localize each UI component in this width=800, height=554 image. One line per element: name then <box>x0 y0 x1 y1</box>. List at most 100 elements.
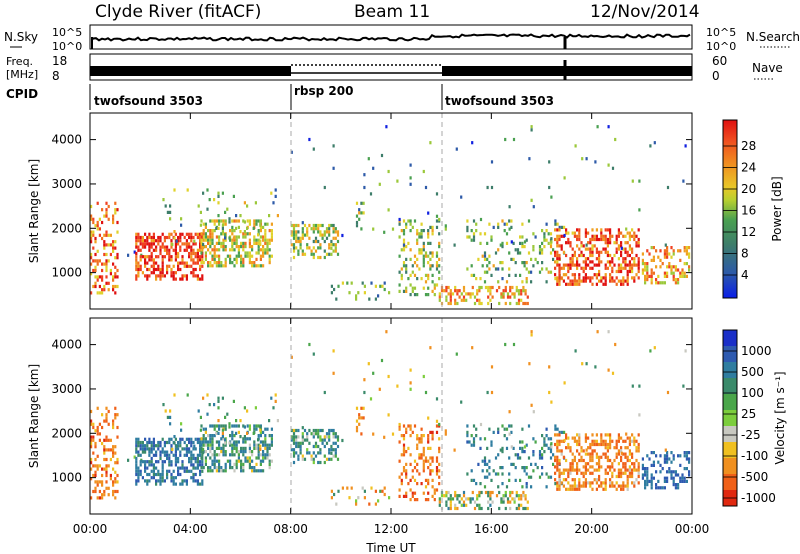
power-echo-cell <box>541 248 544 252</box>
power-echo-cell <box>405 286 408 290</box>
power-echo-cell <box>301 221 304 225</box>
velocity-echo-cell <box>573 478 576 482</box>
velocity-echo-cell <box>105 416 108 420</box>
power-echo-cell <box>270 191 273 195</box>
power-echo-cell <box>499 243 502 247</box>
velocity-echo-cell <box>152 437 155 441</box>
power-echo-cell <box>503 229 506 233</box>
power-echo-cell <box>259 239 262 243</box>
power-echo-cell <box>116 220 119 225</box>
power-echo-cell <box>526 295 529 299</box>
velocity-echo-cell <box>409 434 412 438</box>
power-echo-cell <box>591 266 594 270</box>
power-echo-cell <box>179 267 182 272</box>
velocity-echo-cell <box>486 462 489 466</box>
power-echo-cell <box>213 251 216 255</box>
power-echo-cell <box>609 237 612 242</box>
velocity-echo-cell <box>163 453 166 457</box>
power-echo-cell <box>201 264 204 268</box>
power-echo-cell <box>388 291 391 295</box>
velocity-echo-cell <box>148 447 151 451</box>
velocity-echo-cell <box>155 482 158 486</box>
velocity-echo-cell <box>235 443 238 447</box>
velocity-echo-cell <box>228 425 231 429</box>
velocity-echo-cell <box>685 454 688 458</box>
velocity-echo-cell <box>413 478 417 482</box>
velocity-echo-cell <box>112 448 115 452</box>
velocity-echo-cell <box>633 439 636 443</box>
velocity-echo-cell <box>453 448 456 452</box>
velocity-echo-cell <box>137 450 140 454</box>
power-echo-cell <box>462 298 466 302</box>
power-echo-cell <box>202 191 205 195</box>
power-echo-cell <box>521 261 524 265</box>
power-echo-cell <box>626 276 629 280</box>
power-echo-cell <box>508 205 511 209</box>
velocity-echo-cell <box>416 443 419 447</box>
power-echo-cell <box>422 286 425 290</box>
power-echo-cell <box>617 269 620 274</box>
velocity-echo-cell <box>90 438 93 442</box>
velocity-echo-cell <box>418 472 421 476</box>
power-echo-cell <box>666 274 669 278</box>
power-echo-cell <box>209 245 212 249</box>
velocity-echo-cell <box>114 445 117 449</box>
velocity-echo-cell <box>211 443 214 447</box>
velocity-echo-cell <box>602 439 605 443</box>
velocity-echo-cell <box>554 433 557 437</box>
velocity-echo-cell <box>637 433 640 437</box>
power-echo-cell <box>199 255 202 259</box>
y-tick-label: 4000 <box>51 133 82 147</box>
power-echo-cell <box>101 288 104 292</box>
velocity-echo-cell <box>458 500 461 504</box>
velocity-echo-cell <box>161 476 164 480</box>
power-echo-cell <box>116 275 119 279</box>
power-echo-cell <box>431 289 434 293</box>
power-echo-cell <box>420 232 423 236</box>
velocity-echo-cell <box>170 479 173 483</box>
power-echo-cell <box>670 271 673 275</box>
velocity-echo-cell <box>224 450 227 454</box>
power-echo-cell <box>541 229 544 233</box>
velocity-echo-cell <box>206 393 209 397</box>
velocity-echo-cell <box>246 456 249 460</box>
power-echo-cell <box>508 219 511 223</box>
power-echo-cell <box>148 258 151 262</box>
velocity-echo-cell <box>454 494 457 498</box>
velocity-echo-cell <box>135 437 138 441</box>
velocity-echo-cell <box>297 457 300 461</box>
velocity-echo-cell <box>166 456 169 461</box>
velocity-echo-cell <box>235 419 238 423</box>
power-echo-cell <box>231 248 234 252</box>
power-echo-cell <box>166 264 169 268</box>
velocity-echo-cell <box>637 462 640 466</box>
velocity-echo-cell <box>429 346 432 350</box>
velocity-echo-cell <box>558 478 561 482</box>
power-colorbar-tick-label: 24 <box>741 161 756 175</box>
power-echo-cell <box>501 219 504 223</box>
velocity-echo-cell <box>196 437 199 441</box>
power-echo-cell <box>299 239 302 244</box>
velocity-echo-cell <box>374 489 377 493</box>
velocity-echo-cell <box>355 419 359 423</box>
velocity-echo-cell <box>602 442 605 447</box>
velocity-echo-cell <box>150 440 153 445</box>
velocity-echo-cell <box>159 456 162 461</box>
power-echo-cell <box>405 264 408 268</box>
velocity-echo-cell <box>445 494 448 498</box>
velocity-echo-cell <box>98 438 101 442</box>
velocity-echo-cell <box>235 431 238 435</box>
velocity-echo-cell <box>181 460 184 464</box>
power-echo-cell <box>303 223 307 228</box>
velocity-echo-cell <box>240 462 243 466</box>
velocity-echo-cell <box>611 471 614 475</box>
velocity-echo-cell <box>112 422 115 426</box>
power-echo-cell <box>488 267 491 271</box>
power-echo-cell <box>609 228 612 232</box>
velocity-echo-cell <box>257 453 260 457</box>
power-echo-cell <box>524 301 527 306</box>
velocity-echo-cell <box>587 468 590 472</box>
velocity-echo-cell <box>334 435 337 439</box>
velocity-echo-cell <box>317 444 320 449</box>
